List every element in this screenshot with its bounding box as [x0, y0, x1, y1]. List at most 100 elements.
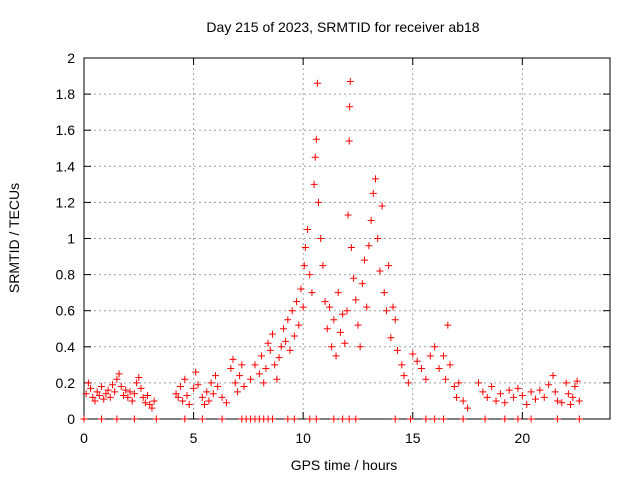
data-point: [345, 137, 353, 145]
data-point: [124, 393, 132, 401]
data-point: [98, 415, 106, 423]
data-point: [233, 388, 241, 396]
data-point: [190, 384, 198, 392]
data-point: [312, 415, 320, 423]
data-point: [185, 401, 193, 409]
data-point: [214, 383, 222, 391]
data-point: [279, 325, 287, 333]
data-point: [266, 346, 274, 354]
data-point: [330, 316, 338, 324]
data-point: [442, 375, 450, 383]
data-point: [413, 357, 421, 365]
data-point: [346, 103, 354, 111]
data-point: [358, 280, 366, 288]
data-point: [492, 397, 500, 405]
data-point: [111, 388, 119, 396]
data-point: [518, 392, 526, 400]
data-point: [106, 393, 114, 401]
data-point: [306, 271, 314, 279]
data-point: [130, 390, 138, 398]
data-point: [144, 392, 152, 400]
plot-frame: [83, 57, 611, 420]
data-point: [275, 354, 283, 362]
data-point: [84, 379, 92, 387]
data-point: [89, 393, 97, 401]
y-tick-label: 1.4: [56, 158, 76, 174]
data-point: [407, 415, 415, 423]
data-point: [222, 399, 230, 407]
y-tick-label: 0: [67, 411, 75, 427]
x-tick-label: 15: [405, 430, 421, 446]
data-point: [152, 415, 160, 423]
data-point: [304, 225, 312, 233]
data-point: [264, 339, 272, 347]
data-point: [218, 415, 226, 423]
data-point: [148, 404, 156, 412]
data-point: [435, 364, 443, 372]
data-point: [227, 364, 235, 372]
data-point: [439, 352, 447, 360]
data-point: [545, 381, 553, 389]
data-point: [312, 135, 320, 143]
data-point: [179, 397, 187, 405]
data-point: [510, 393, 518, 401]
data-point: [527, 388, 535, 396]
data-point: [431, 343, 439, 351]
data-point: [514, 415, 522, 423]
axis-tick-labels: 00.20.40.60.811.21.41.61.820 5 10 15 20: [56, 50, 531, 446]
data-point: [339, 415, 347, 423]
data-point: [268, 330, 276, 338]
y-tick-label: 2: [67, 50, 75, 66]
data-point: [205, 397, 213, 405]
data-point: [523, 401, 531, 409]
data-point: [317, 235, 325, 242]
data-point: [391, 415, 399, 423]
data-point: [341, 339, 349, 347]
data-point: [418, 364, 426, 372]
data-point: [212, 372, 219, 380]
y-tick-label: 1: [67, 231, 75, 247]
data-point: [240, 383, 248, 391]
data-point: [569, 393, 577, 401]
data-point: [150, 397, 158, 405]
data-point: [345, 415, 353, 423]
data-point: [308, 289, 316, 297]
data-point: [238, 361, 246, 369]
data-point: [426, 352, 434, 360]
data-point: [218, 393, 226, 401]
data-point: [367, 216, 375, 224]
y-tick-label: 1.8: [56, 86, 76, 102]
data-point: [398, 361, 406, 369]
data-point: [126, 388, 134, 396]
data-point: [382, 307, 390, 315]
data-point: [332, 352, 340, 360]
data-point: [346, 77, 354, 85]
data-point: [453, 393, 461, 401]
data-point: [122, 386, 130, 394]
data-point: [300, 262, 308, 270]
data-point: [439, 415, 447, 423]
data-point: [334, 289, 342, 297]
data-point: [297, 285, 305, 293]
data-point: [527, 415, 535, 423]
data-point: [389, 303, 397, 311]
data-point: [102, 390, 110, 398]
data-point: [236, 372, 244, 380]
data-point: [174, 393, 182, 401]
data-point: [536, 386, 544, 394]
data-point: [352, 415, 360, 423]
data-point: [139, 393, 147, 401]
data-point: [391, 316, 399, 324]
data-point: [315, 198, 323, 206]
data-point: [82, 390, 90, 398]
data-point: [117, 383, 125, 391]
data-point: [128, 397, 136, 405]
y-tick-label: 0.6: [56, 303, 76, 319]
data-point: [400, 372, 408, 380]
data-point: [422, 415, 430, 423]
data-point: [553, 397, 561, 405]
data-point: [571, 383, 579, 391]
data-point: [464, 404, 472, 412]
data-point: [93, 388, 101, 396]
